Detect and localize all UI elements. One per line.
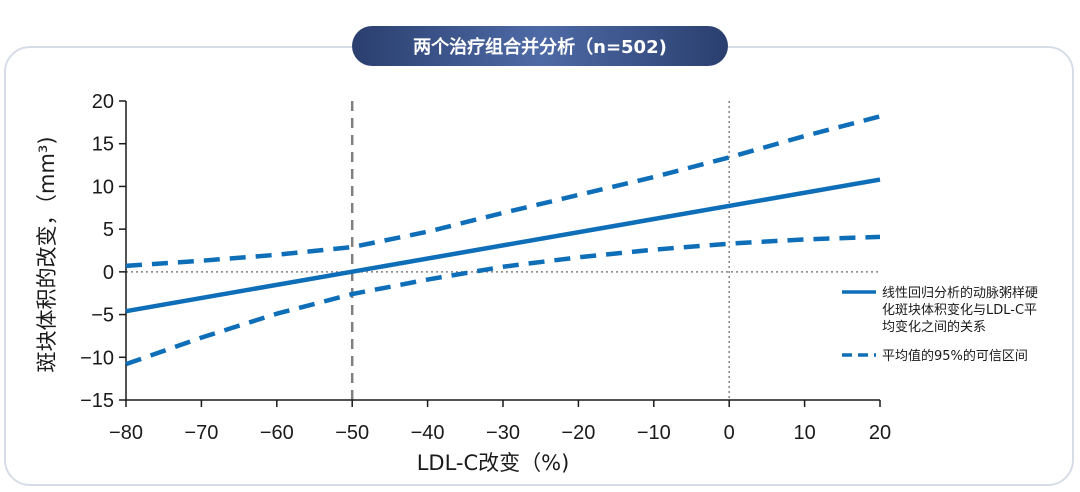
y-tick-label: 10 (92, 176, 114, 198)
x-tick-label: −10 (637, 422, 671, 444)
y-axis-title: 斑块体积的改变，（mm³) (35, 136, 59, 372)
y-tick-label: 20 (92, 91, 114, 113)
series-group (125, 114, 881, 367)
x-tick-label: −60 (260, 422, 294, 444)
x-axis-title: LDL-C改变（%) (417, 451, 570, 475)
y-tick-label: −15 (80, 390, 114, 412)
x-tick-label: −20 (561, 422, 595, 444)
x-tick-label: −30 (486, 422, 520, 444)
x-tick-label: −40 (411, 422, 445, 444)
x-tick-label: 10 (793, 422, 815, 444)
regression-line (125, 177, 881, 314)
legend-label: 线性回归分析的动脉粥样硬 (882, 285, 1038, 301)
x-tick-label: −70 (184, 422, 218, 444)
x-tick-label: −80 (109, 422, 143, 444)
y-tick-label: −10 (80, 347, 114, 369)
confidence-band-line (125, 234, 881, 367)
legend-label: 化斑块体积变化与LDL-C平 (882, 302, 1037, 318)
legend-label: 均变化之间的关系 (882, 319, 986, 335)
y-tick-label: −5 (91, 305, 114, 327)
axes: 20 15 10 5 0 −5 −10 −15 −80 −70 −60 −50 −40 −30 −20 −10… (80, 91, 891, 444)
y-tick-label: 5 (103, 219, 114, 241)
x-tick-label: −50 (335, 422, 369, 444)
chart-title: 两个治疗组合并分析（n=502) (352, 26, 728, 66)
legend: 线性回归分析的动脉粥样硬化斑块体积变化与LDL-C平均变化之间的关系平均值的95… (842, 285, 1038, 364)
x-tick-label: 0 (724, 422, 735, 444)
reference-lines (126, 101, 880, 400)
chart-card (4, 46, 1074, 486)
legend-label: 平均值的95%的可信区间 (882, 348, 1028, 364)
x-tick-label: 20 (869, 422, 891, 444)
y-tick-label: 0 (103, 262, 114, 284)
y-tick-label: 15 (92, 134, 114, 156)
